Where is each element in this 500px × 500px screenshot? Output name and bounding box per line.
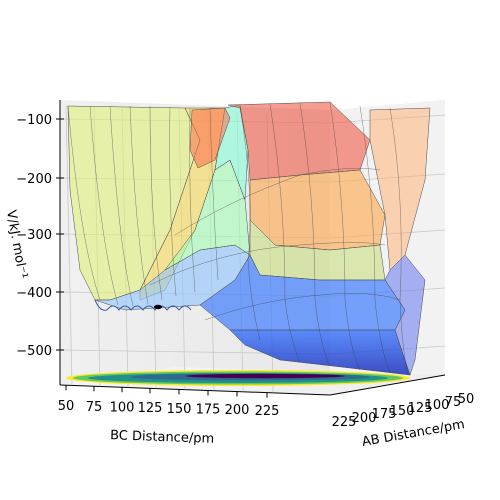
mesh-curve <box>149 242 386 286</box>
mesh-curve <box>129 105 149 305</box>
mesh-curve <box>329 101 361 371</box>
x-tick-label: 200 <box>225 403 250 418</box>
y-tick-label: 200 <box>352 411 377 426</box>
mesh-curve <box>269 103 301 363</box>
z-tick-label: −300 <box>16 228 52 243</box>
y-tick-label: 75 <box>445 395 462 410</box>
mesh-curve <box>204 293 401 321</box>
mesh-curve <box>89 105 119 306</box>
mesh-curve <box>174 168 381 236</box>
z-tick-label: −500 <box>16 344 52 359</box>
trajectory-point <box>154 304 162 310</box>
x-tick-label: 175 <box>196 402 221 417</box>
mesh-curve <box>169 106 177 297</box>
mesh-curve <box>189 107 196 293</box>
surface-red-peak <box>189 107 231 169</box>
contour-projection <box>66 370 410 386</box>
mesh-curve <box>359 105 391 373</box>
y-tick-label: 150 <box>390 404 415 419</box>
y-tick-label: 100 <box>425 398 450 413</box>
x-tick-label: 225 <box>255 404 280 419</box>
x-tick-label: 75 <box>86 400 103 415</box>
surface-orange-band <box>249 169 386 251</box>
x-tick-label: 100 <box>110 400 135 415</box>
mesh-curve <box>239 105 261 341</box>
surface-valley-edge <box>94 299 192 311</box>
mesh-curve <box>209 107 219 281</box>
energy-surface <box>67 101 431 376</box>
x-tick-label: 150 <box>167 402 192 417</box>
x-tick-label: 50 <box>58 399 75 414</box>
trajectory-marker <box>154 304 162 310</box>
z-tick-label: −400 <box>16 286 52 301</box>
x-gridline <box>65 105 73 386</box>
z-axis-ticks: −100 −200 −300 −400 −500 <box>16 113 64 359</box>
x-axis-label: BC Distance/pm <box>110 428 215 447</box>
y-axis-label: AB Distance/pm <box>361 417 466 450</box>
x-axis-ticks: 50 75 100 125 150 175 200 225 <box>58 385 280 419</box>
y-tick-label: 225 <box>332 415 357 430</box>
z-tick-label: −100 <box>16 113 52 128</box>
y-tick-label: 175 <box>372 407 397 422</box>
y-tick-label: 50 <box>458 392 475 407</box>
z-tick-label: −200 <box>16 172 52 187</box>
mesh-curve <box>389 107 409 375</box>
x-tick-label: 125 <box>138 401 163 416</box>
surface-right-blue <box>384 254 426 376</box>
z-axis-label: V/kJ. mol⁻¹ <box>3 209 30 280</box>
mesh-curve <box>67 105 101 301</box>
mesh-curve <box>109 105 134 307</box>
x-axis-line <box>59 384 331 396</box>
surface-deep-band <box>229 329 411 376</box>
y-axis-line <box>329 374 446 396</box>
contour-ring-4 <box>185 373 345 379</box>
mesh-curve <box>299 102 331 367</box>
y-tick-label: 125 <box>408 401 433 416</box>
surface-mesh-lines <box>67 101 409 375</box>
